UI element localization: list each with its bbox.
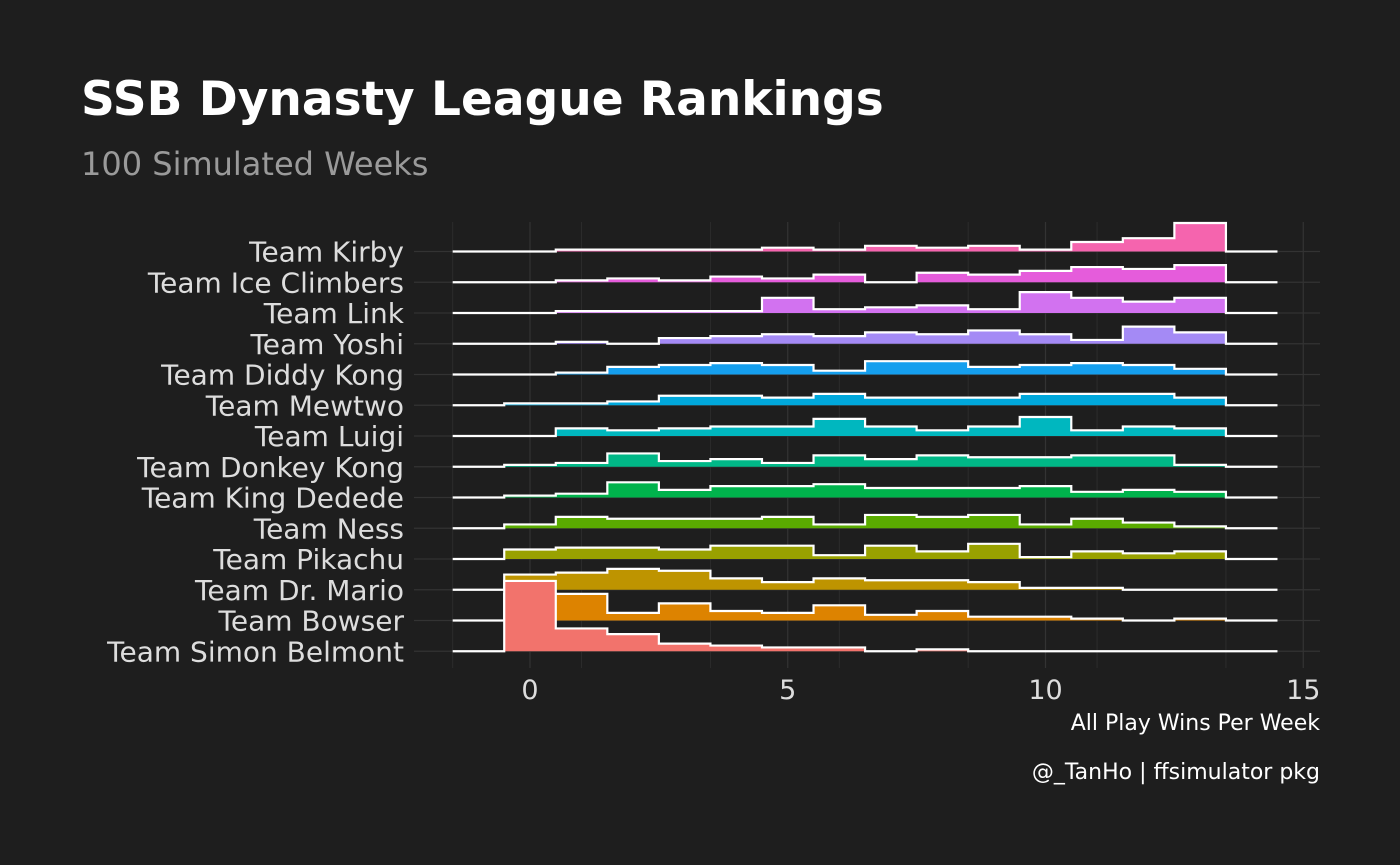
x-tick-label: 10 [1028,675,1062,706]
chart-title: SSB Dynasty League Rankings [81,72,884,127]
ridge-outline [452,264,1278,284]
ridge-outline [452,481,1278,499]
ridge-team-simon-belmont [452,579,1278,653]
y-axis-label: Team Yoshi [249,328,404,361]
ridge-team-yoshi [452,325,1278,345]
ridges [452,221,1278,653]
ridge-outline [452,221,1278,253]
y-axis-label: Team Dr. Mario [194,574,404,607]
ridge-fill [504,568,1226,590]
ridge-outline [452,291,1278,315]
ridge-outline [452,579,1278,653]
ridge-team-king-dedede [452,481,1278,499]
ridge-outline [452,452,1278,468]
x-tick-label: 0 [521,675,538,706]
y-axis-label: Team Luigi [254,420,404,453]
ridge-team-kirby [452,221,1278,253]
ridge-team-mewtwo [452,392,1278,407]
ridge-outline [452,392,1278,407]
ridge-team-luigi [452,415,1278,438]
ridge-team-donkey-kong [452,452,1278,468]
ridge-outline [452,415,1278,438]
y-axis-label: Team Diddy Kong [160,359,404,392]
ridge-fill [504,593,1226,621]
caption: @_TanHo | ffsimulator pkg [1032,760,1320,785]
ridge-fill [504,580,1226,652]
ridge-fill [504,482,1226,498]
y-axis-label: Team Pikachu [212,543,404,576]
y-axis-label: Team Mewtwo [205,389,404,422]
ridge-outline [452,567,1278,591]
x-axis-ticks: 0 5 10 15 [521,675,1320,706]
ridge-team-ness [452,513,1278,530]
ridge-outline [452,513,1278,530]
ridge-fill [504,292,1226,313]
y-axis-label: Team Ice Climbers [147,266,404,299]
ridge-outline [452,325,1278,345]
x-tick-label: 5 [779,675,796,706]
ridge-team-bowser [452,592,1278,622]
ridge-team-pikachu [452,542,1278,561]
y-axis-label: Team Link [263,297,405,330]
y-axis-label: Team Bowser [218,605,405,638]
y-axis-label: Team Donkey Kong [136,451,404,484]
y-axis-label: Team Kirby [248,236,404,269]
y-axis-label: Team King Dedede [141,482,404,515]
ridge-team-ice-climbers [452,264,1278,284]
ridge-outline [452,542,1278,561]
y-axis-label: Team Simon Belmont [106,635,404,668]
ridge-outline [452,360,1278,376]
ridge-team-link [452,291,1278,315]
ridge-fill [504,265,1226,283]
ridge-team-dr-mario [452,567,1278,591]
ridge-outline [452,592,1278,622]
x-axis-label: All Play Wins Per Week [1071,711,1321,736]
x-tick-label: 15 [1286,675,1320,706]
ridge-team-diddy-kong [452,360,1278,376]
chart-subtitle: 100 Simulated Weeks [81,145,429,183]
y-axis-label: Team Ness [253,512,404,545]
